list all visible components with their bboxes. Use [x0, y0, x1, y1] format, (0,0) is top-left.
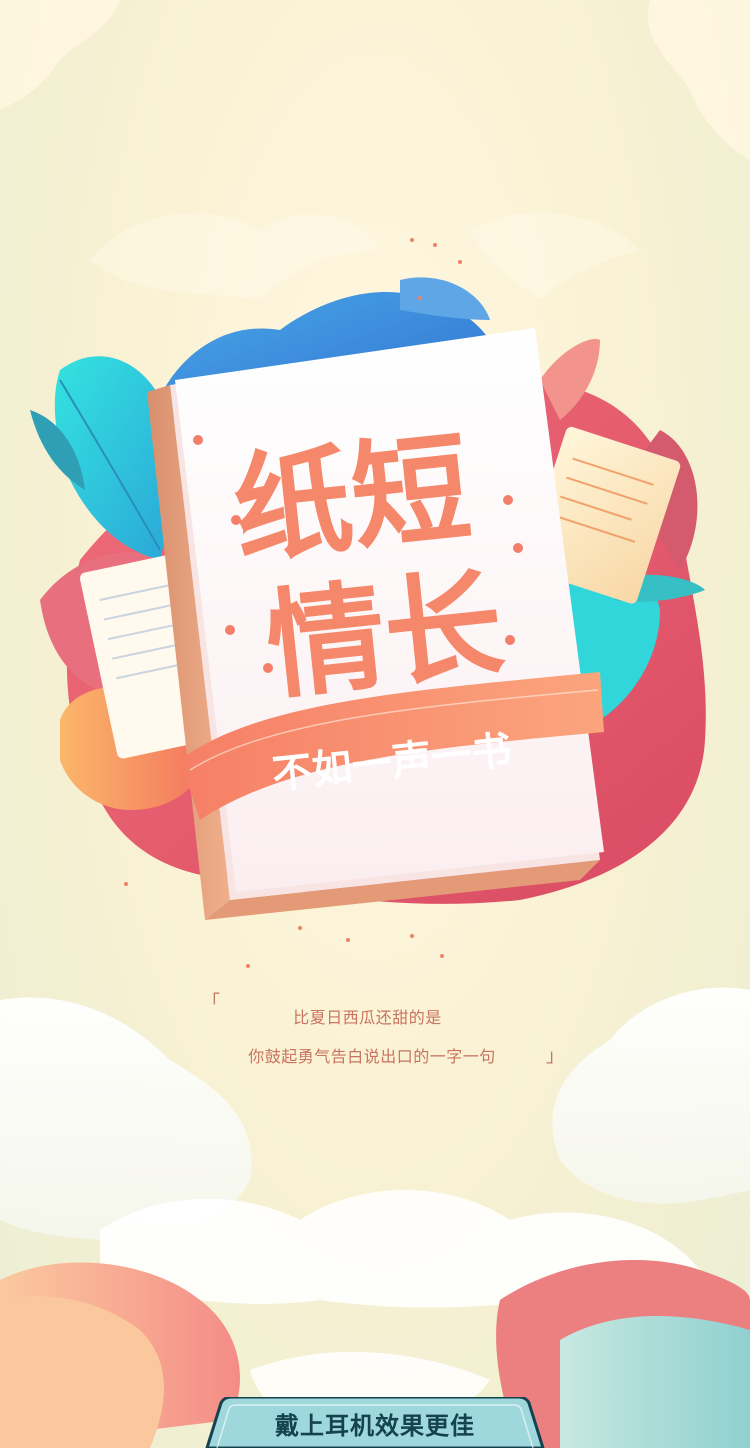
headphone-hint-label: 戴上耳机效果更佳: [275, 1412, 475, 1440]
cloud-right: [552, 987, 750, 1204]
top-cloud-left: [0, 0, 120, 110]
quote-block: 「 比夏日西瓜还甜的是 你鼓起勇气告白说出口的一字一句 」: [0, 988, 750, 1078]
ribbon-text: 不如一声一书: [270, 728, 513, 799]
bottom-wave-teal: [560, 1316, 750, 1448]
headphone-hint-tab[interactable]: 戴上耳机效果更佳: [199, 1397, 551, 1448]
ribbon: [180, 672, 604, 820]
book-title-line2: 情长: [260, 554, 509, 716]
quote-line2: 你鼓起勇气告白说出口的一字一句: [248, 1047, 496, 1066]
quote-line1: 比夏日西瓜还甜的是: [293, 1008, 442, 1027]
top-cloud-right: [648, 0, 750, 160]
quote-close-mark: 」: [546, 1046, 564, 1067]
quote-open-mark: 「: [202, 992, 220, 1013]
cloud-left: [0, 997, 252, 1240]
teal-leaf-left: [54, 356, 175, 560]
tab-shape: [205, 1397, 545, 1448]
book-title-line1: 纸短: [227, 418, 476, 580]
